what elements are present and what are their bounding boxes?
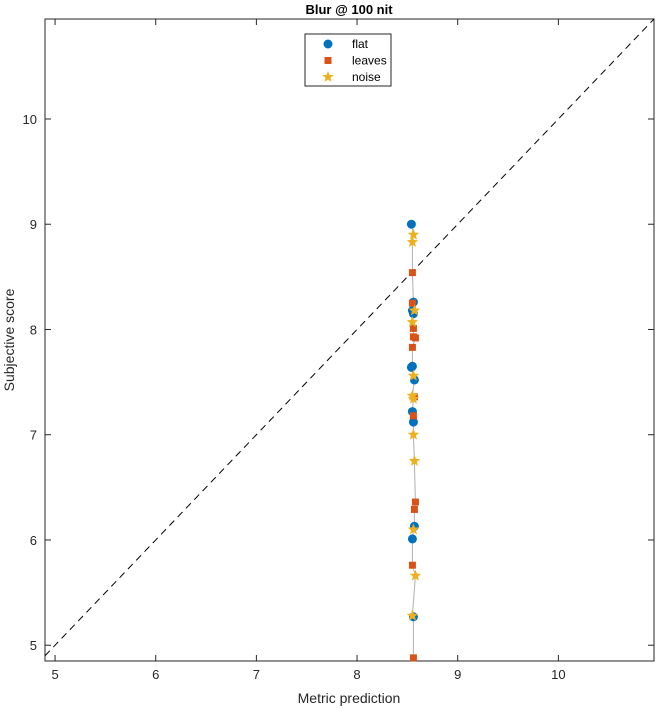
flat-point — [407, 534, 417, 544]
leaves-point — [408, 561, 416, 569]
legend-label-flat: flat — [352, 37, 369, 51]
noise-point — [407, 392, 420, 404]
noise-point — [407, 228, 420, 240]
reference-line-group — [44, 18, 655, 657]
noise-point — [406, 389, 419, 401]
y-axis: 5 6 7 8 9 10 — [23, 112, 654, 653]
flat-point — [408, 417, 418, 427]
noise-point — [409, 569, 422, 581]
plot-area — [44, 18, 655, 662]
y-tick-label: 6 — [30, 533, 37, 548]
y-tick-label: 9 — [30, 217, 37, 232]
noise-point — [407, 428, 420, 440]
legend-marker-flat — [323, 39, 333, 49]
y-tick-label: 5 — [30, 638, 37, 653]
y-tick-label: 8 — [30, 322, 37, 337]
y-axis-label: Subjective score — [1, 288, 17, 391]
noise-point — [408, 304, 421, 316]
data-series — [406, 219, 422, 662]
legend-marker-noise — [322, 71, 334, 82]
x-tick-label: 8 — [353, 667, 360, 682]
series-flat — [406, 219, 419, 622]
x-tick-label: 5 — [51, 667, 58, 682]
x-tick-label: 9 — [454, 667, 461, 682]
chart-title: Blur @ 100 nit — [305, 2, 393, 17]
flat-point — [406, 362, 416, 372]
x-axis-label: Metric prediction — [298, 690, 401, 706]
series-noise — [406, 228, 422, 621]
noise-point — [406, 609, 419, 621]
leaves-point — [408, 343, 416, 351]
leaves-point — [411, 498, 419, 506]
leaves-point — [408, 299, 416, 307]
noise-point — [408, 455, 421, 466]
legend: flat leaves noise — [304, 33, 392, 87]
noise-point — [406, 236, 419, 247]
leaves-point — [411, 334, 419, 342]
x-tick-label: 7 — [253, 667, 260, 682]
leaves-point — [409, 412, 417, 420]
legend-box — [304, 33, 392, 87]
legend-marker-leaves — [324, 57, 332, 64]
x-tick-label: 6 — [152, 667, 159, 682]
x-axis: 5 6 7 8 9 10 — [51, 19, 566, 682]
noise-point — [407, 523, 420, 535]
legend-label-leaves: leaves — [352, 54, 387, 68]
leaves-point — [410, 505, 418, 513]
legend-label-noise: noise — [352, 70, 381, 84]
leaves-point — [409, 324, 417, 332]
noise-point — [406, 316, 419, 327]
leaves-point — [409, 654, 417, 662]
x-tick-label: 10 — [551, 667, 565, 682]
identity-line — [44, 18, 655, 657]
leaves-point — [408, 269, 416, 277]
flat-point — [406, 219, 416, 229]
y-tick-label: 10 — [23, 112, 37, 127]
noise-point — [407, 369, 420, 381]
y-tick-label: 7 — [30, 428, 37, 443]
